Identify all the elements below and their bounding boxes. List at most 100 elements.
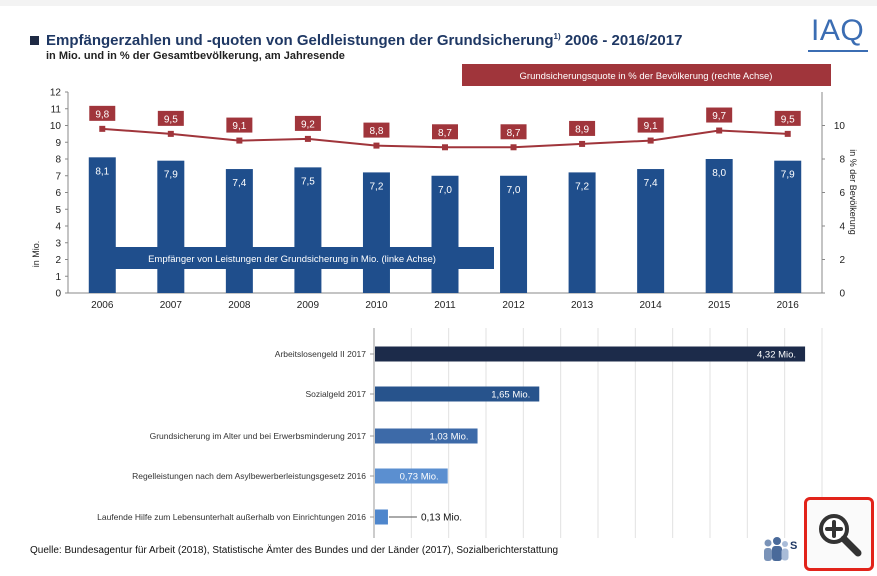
bar-recipients [637,169,665,293]
h-bar-value-label: 4,32 Mio. [757,350,796,361]
people-group-icon: S [762,534,804,564]
line-value-box [157,110,184,126]
line-value-label: 9,5 [164,114,178,125]
h-bar [375,346,806,362]
line-point-quota [716,127,723,134]
line-value-label: 9,8 [95,109,109,120]
line-value-box [89,105,116,121]
zoom-in-button[interactable] [804,497,874,571]
x-axis-tick-label: 2015 [708,300,731,311]
legend-box-quota [462,64,831,86]
bar-recipients [431,175,459,293]
line-value-label: 8,9 [575,124,589,135]
left-axis-tick-label: 9 [55,138,61,149]
right-axis-tick-label: 8 [839,155,845,166]
left-axis-tick-label: 3 [55,238,61,249]
bar-value-label: 7,0 [507,185,521,196]
line-point-quota [647,137,654,144]
h-bar [375,386,540,402]
title-text: Empfängerzahlen und -quoten von Geldleis… [46,32,554,49]
legend-box-recipients [91,247,494,269]
bar-value-label: 7,9 [164,170,178,181]
right-axis-tick-label: 0 [839,289,845,300]
x-axis-tick-label: 2013 [571,300,594,311]
h-bar-value-label: 0,13 Mio. [421,513,462,524]
bar-value-label: 7,4 [644,178,658,189]
right-axis-tick-label: 2 [839,255,845,266]
h-category-label: Regelleistungen nach dem Asylbewerberlei… [132,471,366,481]
iaq-logo: IAQ [811,14,865,47]
h-bar-value-label: 0,73 Mio. [400,472,439,483]
x-axis-tick-label: 2014 [640,300,663,311]
x-axis-tick-label: 2016 [777,300,800,311]
left-axis-tick-label: 5 [55,205,61,216]
line-point-quota [99,125,106,132]
h-bar [375,468,448,484]
bar-value-label: 7,5 [301,176,315,187]
x-axis-tick-label: 2006 [91,300,114,311]
left-axis-tick-label: 7 [55,171,61,182]
line-point-quota [373,142,380,149]
title-years: 2006 - 2016/2017 [564,32,683,49]
left-axis-tick-label: 4 [55,222,61,233]
left-axis-tick-label: 12 [50,88,62,99]
bar-recipients [294,167,322,293]
bar-value-label: 7,4 [232,178,246,189]
h-bar-value-label: 1,03 Mio. [429,432,468,443]
x-axis-tick-label: 2009 [297,300,320,311]
left-axis-tick-label: 1 [55,272,61,283]
chart-subtitle: in Mio. und in % der Gesamtbevölkerung, … [46,50,345,62]
legend-label-recipients: Empfänger von Leistungen der Grundsicher… [148,254,436,265]
line-value-box [706,107,733,123]
bar-recipients [225,169,253,293]
bar-value-label: 7,2 [370,181,384,192]
bar-recipients [88,157,116,293]
line-value-label: 9,7 [712,111,726,122]
right-axis-tick-label: 6 [839,188,845,199]
line-point-quota [784,130,791,137]
title-footnote: 1) [553,32,561,41]
line-point-quota [442,144,448,151]
x-axis-tick-label: 2011 [434,300,456,311]
bar-recipients [362,172,390,293]
top-strip [0,0,877,6]
h-bar [375,509,388,525]
left-axis-tick-label: 10 [50,121,62,132]
line-value-label: 8,7 [507,128,521,139]
legend-label-quota: Grundsicherungsquote in % der Bevölkerun… [520,71,773,82]
bar-value-label: 8,1 [95,166,109,177]
left-axis-tick-label: 0 [55,289,61,300]
h-category-label: Arbeitslosengeld II 2017 [275,349,366,359]
line-point-quota [167,130,174,137]
bar-value-label: 7,2 [575,181,589,192]
line-value-box [226,117,253,133]
left-axis-label: in Mio. [31,241,41,268]
h-bar [375,428,478,444]
line-value-label: 8,8 [370,126,384,137]
line-value-box [294,115,321,131]
h-category-label: Sozialgeld 2017 [306,389,367,399]
left-axis-tick-label: 8 [55,155,61,166]
bar-value-label: 7,9 [781,170,795,181]
line-value-label: 9,1 [232,121,246,132]
h-category-label: Laufende Hilfe zum Lebensunterhalt außer… [97,512,366,522]
h-category-label: Grundsicherung im Alter und bei Erwerbsm… [150,431,367,441]
x-axis-tick-label: 2010 [365,300,388,311]
line-value-box [569,120,596,136]
zoom-in-icon [819,514,862,557]
x-axis-tick-label: 2012 [502,300,525,311]
line-value-box [432,124,458,140]
line-point-quota [236,137,243,144]
left-axis-tick-label: 6 [55,188,61,199]
line-value-box [637,117,664,133]
bar-value-label: 8,0 [712,168,726,179]
line-value-label: 9,2 [301,119,315,130]
right-axis-tick-label: 4 [839,222,845,233]
left-axis-tick-label: 2 [55,255,61,266]
bar-value-label: 7,0 [438,185,452,196]
right-axis-label: in % der Bevölkerung [848,149,858,235]
line-point-quota [510,144,517,151]
line-point-quota [304,135,311,142]
bar-recipients [568,172,596,293]
bar-recipients [500,175,528,293]
